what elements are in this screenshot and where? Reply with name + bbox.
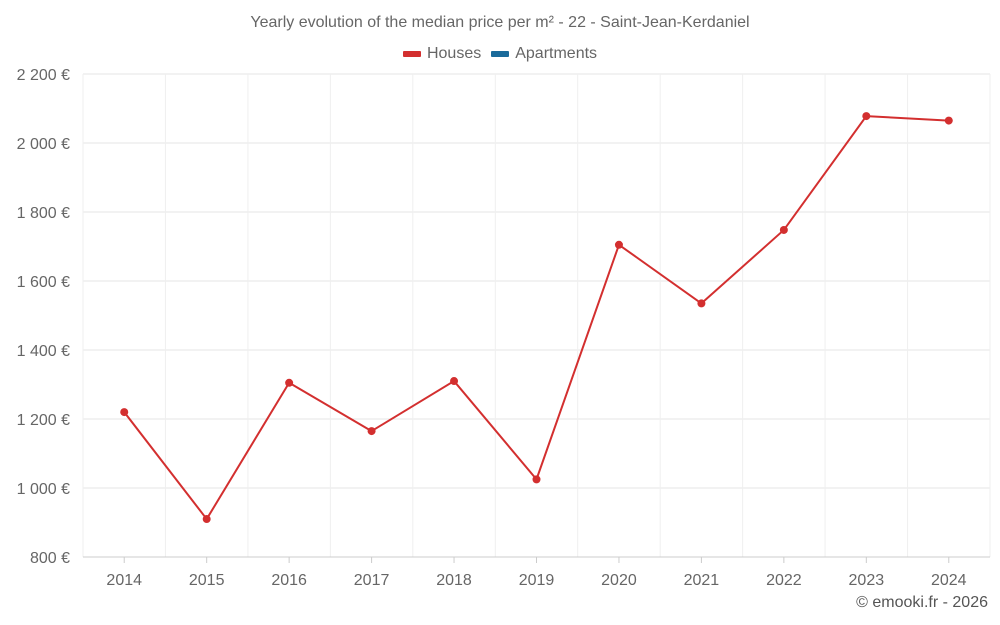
data-point <box>697 299 706 308</box>
legend-item-houses[interactable]: Houses <box>402 45 482 63</box>
data-point <box>202 515 211 524</box>
x-tick-label: 2024 <box>931 572 967 589</box>
x-tick-label: 2015 <box>189 572 225 589</box>
y-tick-label: 1 600 € <box>17 274 70 291</box>
data-point <box>285 378 294 387</box>
data-point <box>944 116 953 125</box>
x-tick-label: 2014 <box>106 572 142 589</box>
data-point <box>862 112 871 121</box>
y-tick-label: 800 € <box>30 550 70 567</box>
x-tick-label: 2022 <box>766 572 802 589</box>
legend-swatch-houses <box>402 51 421 57</box>
x-tick-label: 2023 <box>849 572 885 589</box>
legend-swatch-apartments <box>491 51 510 57</box>
data-point <box>367 427 376 436</box>
y-tick-label: 2 000 € <box>17 136 70 153</box>
y-tick-label: 1 800 € <box>17 205 70 222</box>
x-tick-label: 2019 <box>519 572 555 589</box>
data-point <box>779 225 788 234</box>
legend-item-apartments[interactable]: Apartments <box>491 45 597 63</box>
legend-label-apartments: Apartments <box>515 45 598 62</box>
legend: Houses Apartments <box>0 45 1000 63</box>
x-tick-label: 2021 <box>684 572 720 589</box>
data-point <box>450 377 459 386</box>
x-tick-label: 2018 <box>436 572 472 589</box>
x-tick-label: 2020 <box>601 572 637 589</box>
y-tick-label: 1 000 € <box>17 481 70 498</box>
chart-title: Yearly evolution of the median price per… <box>250 14 750 31</box>
y-tick-label: 2 200 € <box>17 67 70 84</box>
data-point <box>614 240 623 249</box>
legend-label-houses: Houses <box>426 45 482 62</box>
y-tick-label: 1 200 € <box>17 412 70 429</box>
y-tick-label: 1 400 € <box>17 343 70 360</box>
x-tick-label: 2016 <box>271 572 307 589</box>
credit-text: © emooki.fr - 2026 <box>856 594 988 611</box>
data-point <box>532 475 541 484</box>
data-point <box>120 408 129 417</box>
x-tick-label: 2017 <box>354 572 390 589</box>
